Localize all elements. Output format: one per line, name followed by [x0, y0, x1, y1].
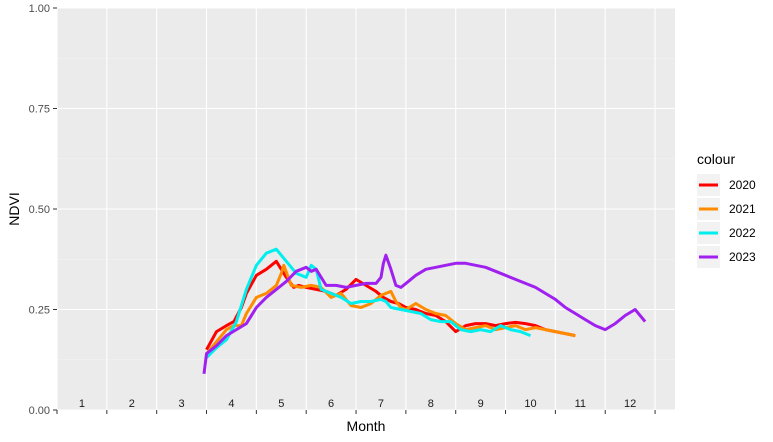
series-lines: [202, 247, 647, 374]
month-label: 8: [428, 398, 434, 410]
legend-items: 2020 2021 2022 2023: [697, 174, 756, 268]
y-tick-label: 0.25: [29, 305, 50, 317]
x-axis: [56, 410, 656, 414]
legend-item-2022: 2022: [697, 222, 756, 244]
legend: colour 2020 2021 2022 2023: [697, 151, 756, 268]
y-tick-label: 0.00: [29, 405, 50, 417]
y-tick-label: 1.00: [29, 3, 50, 15]
y-tick-label: 0.50: [29, 204, 50, 216]
legend-label: 2020: [729, 178, 756, 192]
x-axis-title: Month: [347, 418, 386, 434]
grid-minor: [57, 57, 675, 361]
legend-label: 2022: [729, 226, 756, 240]
series-line-2020: [205, 259, 576, 351]
month-label: 6: [328, 398, 334, 410]
series-line-2022: [205, 247, 532, 359]
month-label: 12: [624, 398, 636, 410]
legend-label: 2021: [729, 202, 756, 216]
month-label: 11: [575, 398, 586, 410]
legend-item-2020: 2020: [697, 174, 756, 196]
month-label: 9: [478, 398, 484, 410]
legend-item-2021: 2021: [697, 198, 756, 220]
y-tick-label: 0.75: [29, 104, 50, 116]
series-line-2023: [202, 253, 647, 374]
month-label: 4: [228, 398, 234, 410]
month-label: 1: [79, 398, 85, 410]
month-label: 2: [129, 398, 135, 410]
month-label: 3: [179, 398, 185, 410]
legend-label: 2023: [729, 250, 756, 264]
y-axis: 0.00 0.25 0.50 0.75 1.00: [29, 3, 57, 417]
month-label: 7: [378, 398, 384, 410]
legend-title: colour: [697, 151, 735, 167]
month-label: 10: [524, 398, 536, 410]
month-labels: 1 2 3 4 5 6 7 8 9 10 11 12: [79, 398, 636, 410]
y-axis-title: NDVI: [6, 192, 22, 225]
legend-item-2023: 2023: [697, 246, 756, 268]
month-label: 5: [278, 398, 284, 410]
